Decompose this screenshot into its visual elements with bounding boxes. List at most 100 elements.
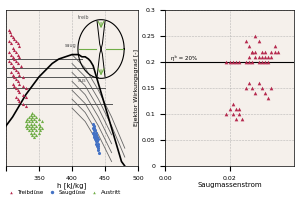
Point	[94, 142, 99, 145]
Point	[10, 55, 15, 58]
Point	[243, 60, 248, 64]
Point	[224, 112, 229, 116]
Text: ηᵇ = 20%: ηᵇ = 20%	[172, 55, 198, 61]
Point	[10, 46, 15, 49]
Point	[91, 122, 95, 125]
Point	[256, 81, 261, 84]
Point	[92, 127, 97, 130]
Point	[17, 91, 22, 94]
Point	[253, 92, 258, 95]
Point	[227, 107, 232, 110]
Point	[95, 142, 100, 145]
Point	[23, 95, 28, 99]
Point	[33, 124, 38, 127]
Point	[38, 124, 43, 127]
Point	[17, 73, 22, 76]
Point	[33, 115, 38, 119]
Point	[20, 84, 25, 87]
Point	[95, 144, 100, 148]
Point	[95, 140, 100, 143]
Point	[31, 131, 36, 134]
Point	[17, 55, 22, 58]
Point	[14, 95, 18, 99]
Point	[37, 127, 41, 130]
Point	[10, 35, 15, 38]
Point	[33, 120, 38, 123]
Point	[16, 62, 20, 65]
Point	[8, 42, 13, 45]
Point	[31, 113, 36, 116]
Point	[92, 124, 96, 127]
Point	[8, 31, 12, 34]
Point	[10, 82, 15, 85]
Point	[14, 60, 18, 63]
Point	[224, 60, 229, 64]
Point	[16, 42, 20, 45]
Point	[94, 133, 99, 136]
Point	[27, 124, 32, 127]
Point	[17, 82, 22, 85]
Point	[8, 62, 13, 65]
Point	[233, 60, 238, 64]
Point	[91, 131, 95, 134]
Point	[262, 55, 267, 58]
X-axis label: Saugmassenstrom: Saugmassenstrom	[197, 182, 262, 188]
Point	[14, 51, 18, 54]
Point	[259, 60, 264, 64]
Point	[227, 60, 232, 64]
Point	[27, 120, 32, 123]
Point	[93, 129, 98, 132]
Point	[18, 64, 23, 67]
Point	[11, 84, 16, 87]
Point	[16, 89, 20, 92]
Point	[247, 55, 251, 58]
Legend: Treibdüse, Saugdüse, Austritt: Treibdüse, Saugdüse, Austritt	[3, 188, 123, 197]
Point	[266, 97, 271, 100]
Point	[237, 107, 242, 110]
Point	[11, 66, 16, 70]
Point	[247, 45, 251, 48]
Point	[250, 86, 254, 90]
Point	[23, 86, 28, 90]
Point	[30, 133, 35, 136]
Point	[269, 55, 274, 58]
Point	[93, 133, 98, 136]
Point	[31, 122, 36, 125]
Point	[250, 50, 254, 53]
Point	[30, 111, 35, 114]
Point	[272, 50, 277, 53]
Point	[253, 55, 258, 58]
Point	[17, 44, 22, 47]
Point	[25, 118, 29, 121]
Point	[31, 118, 36, 121]
Point	[8, 53, 13, 56]
Point	[9, 33, 14, 36]
Y-axis label: Ejektor Wirkungsgrad [-]: Ejektor Wirkungsgrad [-]	[134, 49, 139, 127]
Point	[11, 37, 16, 41]
Point	[269, 86, 274, 90]
Point	[96, 149, 101, 152]
Point	[29, 118, 34, 121]
Point	[23, 104, 28, 107]
Point	[17, 100, 22, 103]
Point	[243, 86, 248, 90]
Point	[92, 133, 96, 136]
Point	[259, 50, 264, 53]
Point	[30, 129, 35, 132]
Point	[230, 102, 235, 105]
Point	[253, 50, 258, 53]
Point	[262, 60, 267, 64]
Point	[250, 50, 254, 53]
Point	[266, 60, 271, 64]
Point	[95, 135, 100, 139]
Point	[253, 34, 258, 38]
Point	[275, 50, 280, 53]
Point	[256, 60, 261, 64]
Point	[247, 60, 251, 64]
Point	[23, 124, 28, 127]
Point	[243, 40, 248, 43]
Point	[269, 50, 274, 53]
Point	[7, 60, 12, 63]
Point	[30, 124, 35, 127]
Point	[20, 93, 25, 96]
